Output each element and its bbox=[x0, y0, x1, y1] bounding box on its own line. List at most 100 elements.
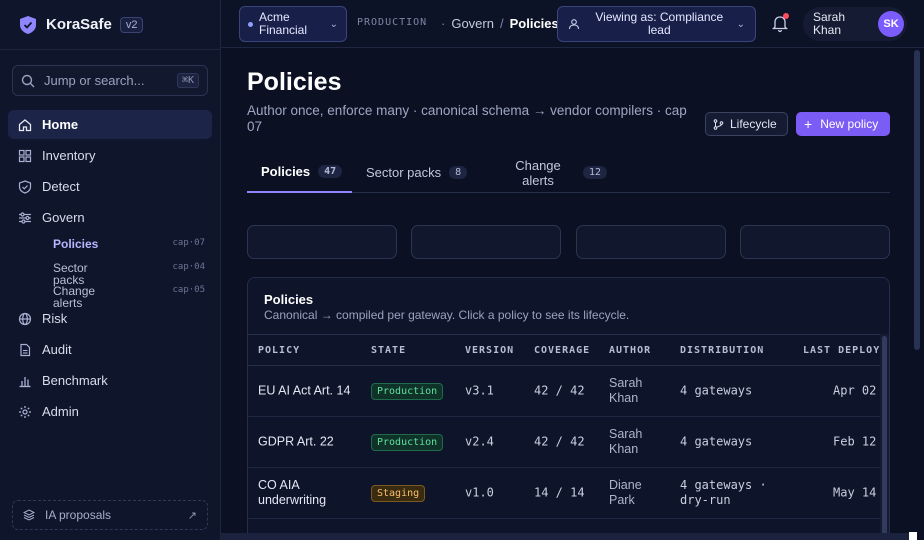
nav-label: Home bbox=[42, 117, 79, 132]
search-input[interactable]: Jump or search... ⌘K bbox=[12, 65, 208, 96]
policy-name: EU AI Act Art. 14 bbox=[258, 383, 351, 398]
breadcrumb-prefix: · bbox=[441, 16, 446, 31]
col-distribution[interactable]: DISTRIBUTION bbox=[680, 345, 765, 356]
cap-tag: cap·05 bbox=[172, 285, 205, 295]
page-scrollbar[interactable] bbox=[914, 50, 920, 350]
user-icon bbox=[568, 19, 580, 30]
lifecycle-button[interactable]: Lifecycle bbox=[705, 112, 788, 136]
tab-change-alerts[interactable]: Change alerts 12 bbox=[513, 152, 608, 193]
external-arrow-icon: ↗ bbox=[187, 509, 197, 522]
subnav-label: Change alerts bbox=[53, 284, 96, 310]
subnav-item-policies[interactable]: Policies cap·07 bbox=[53, 238, 205, 250]
nav-item-govern[interactable]: Govern bbox=[8, 203, 212, 232]
breadcrumb-govern[interactable]: Govern bbox=[451, 16, 494, 31]
breadcrumb-separator: / bbox=[499, 16, 504, 31]
user-menu[interactable]: Sarah Khan SK bbox=[803, 7, 907, 41]
author: Diane Park bbox=[609, 478, 642, 507]
table-row[interactable]: EU AI Act Art. 14 Production v3.1 42 / 4… bbox=[248, 366, 882, 417]
file-icon bbox=[20, 343, 31, 356]
card-subtitle: Canonical → compiled per gateway. Click … bbox=[264, 308, 630, 322]
col-coverage[interactable]: COVERAGE bbox=[534, 345, 591, 356]
table-row[interactable]: CO AIA underwriting Staging v1.0 14 / 14… bbox=[248, 468, 882, 519]
notification-dot bbox=[783, 13, 789, 19]
branch-icon bbox=[713, 118, 724, 130]
horizontal-scrollbar[interactable] bbox=[221, 533, 909, 540]
user-name: Sarah Khan bbox=[813, 10, 846, 37]
table-row[interactable]: GDPR Art. 22 Production v2.4 42 / 42 Sar… bbox=[248, 417, 882, 468]
tab-policies[interactable]: Policies 47 bbox=[247, 152, 352, 193]
kpi-card bbox=[576, 225, 726, 259]
col-last-deploy[interactable]: LAST DEPLOY bbox=[803, 345, 881, 356]
version: v2.4 bbox=[465, 434, 494, 449]
col-state[interactable]: STATE bbox=[371, 345, 407, 356]
new-policy-label: New policy bbox=[820, 117, 879, 131]
status-badge: Production bbox=[371, 383, 444, 400]
policies-table: POLICY STATE VERSION COVERAGE AUTHOR DIS… bbox=[248, 334, 882, 519]
tenant-selector[interactable]: Acme Financial ⌄ bbox=[239, 6, 347, 42]
nav-item-detect[interactable]: Detect bbox=[8, 172, 212, 201]
home-icon bbox=[18, 118, 32, 131]
version-badge: v2 bbox=[119, 16, 144, 33]
coverage: 42 / 42 bbox=[534, 383, 585, 398]
coverage: 42 / 42 bbox=[534, 434, 585, 449]
nav-label: Govern bbox=[42, 210, 85, 225]
author: Sarah Khan bbox=[609, 427, 643, 456]
scrollbar-thumb[interactable] bbox=[882, 336, 887, 536]
status-badge: Production bbox=[371, 434, 444, 451]
nav-label: Detect bbox=[42, 179, 80, 194]
page-title: Policies bbox=[247, 68, 342, 96]
brand-name: KoraSafe bbox=[46, 16, 112, 33]
tab-count: 47 bbox=[318, 165, 343, 178]
brand[interactable]: KoraSafe v2 bbox=[0, 0, 220, 50]
tab-label: Sector packs bbox=[366, 165, 442, 180]
nav-item-audit[interactable]: Audit bbox=[8, 335, 212, 364]
scroll-corner bbox=[909, 532, 917, 540]
version: v3.1 bbox=[465, 383, 494, 398]
subnav-item-sector-packs[interactable]: Sector packs cap·04 bbox=[53, 262, 205, 286]
nav-item-home[interactable]: Home bbox=[8, 110, 212, 139]
new-policy-button[interactable]: + New policy bbox=[796, 112, 890, 136]
kpi-card bbox=[247, 225, 397, 259]
page-subtitle: Author once, enforce many · canonical sc… bbox=[247, 103, 687, 134]
nav-label: Inventory bbox=[42, 148, 96, 163]
layers-icon bbox=[23, 509, 35, 521]
sliders-icon bbox=[19, 211, 31, 224]
last-deploy: Feb 12 bbox=[833, 434, 877, 449]
notifications-button[interactable] bbox=[771, 13, 789, 33]
col-policy[interactable]: POLICY bbox=[258, 345, 301, 356]
chevron-down-icon: ⌄ bbox=[329, 18, 338, 30]
nav-item-admin[interactable]: Admin bbox=[8, 397, 212, 426]
nav-label: Admin bbox=[42, 404, 79, 419]
tab-count: 12 bbox=[583, 166, 608, 179]
main-content: Policies Author once, enforce many · can… bbox=[221, 48, 924, 540]
col-version[interactable]: VERSION bbox=[465, 345, 515, 356]
table-scrollbar[interactable] bbox=[880, 334, 889, 539]
tab-sector-packs[interactable]: Sector packs 8 bbox=[366, 152, 468, 193]
nav-item-inventory[interactable]: Inventory bbox=[8, 141, 212, 170]
grid-icon bbox=[18, 149, 32, 162]
policy-name: GDPR Art. 22 bbox=[258, 434, 334, 449]
nav-item-benchmark[interactable]: Benchmark bbox=[8, 366, 212, 395]
kpi-card bbox=[411, 225, 561, 259]
lifecycle-label: Lifecycle bbox=[730, 117, 777, 131]
ia-proposals-label: IA proposals bbox=[45, 508, 112, 522]
plus-icon: + bbox=[804, 116, 813, 132]
col-author[interactable]: AUTHOR bbox=[609, 345, 652, 356]
shield-logo-icon bbox=[20, 15, 36, 34]
ia-proposals-button[interactable]: IA proposals ↗ bbox=[12, 500, 208, 530]
nav-item-risk[interactable]: Risk bbox=[8, 304, 212, 333]
avatar: SK bbox=[878, 11, 904, 37]
tenant-dot-icon bbox=[248, 21, 253, 27]
cap-tag: cap·04 bbox=[172, 262, 205, 272]
subnav-label: Sector packs bbox=[53, 261, 88, 287]
version: v1.0 bbox=[465, 485, 494, 500]
role-selector[interactable]: Viewing as: Compliance lead ⌄ bbox=[557, 6, 756, 42]
subnav-item-change-alerts[interactable]: Change alerts cap·05 bbox=[53, 285, 205, 309]
kpi-card bbox=[740, 225, 890, 259]
distribution: 4 gateways · dry-run bbox=[680, 478, 767, 507]
distribution: 4 gateways bbox=[680, 434, 753, 449]
environment-label: PRODUCTION bbox=[357, 17, 428, 28]
distribution: 4 gateways bbox=[680, 383, 753, 398]
sidebar: KoraSafe v2 Jump or search... ⌘K Home In… bbox=[0, 0, 221, 540]
breadcrumb: · Govern / Policies bbox=[441, 16, 559, 31]
